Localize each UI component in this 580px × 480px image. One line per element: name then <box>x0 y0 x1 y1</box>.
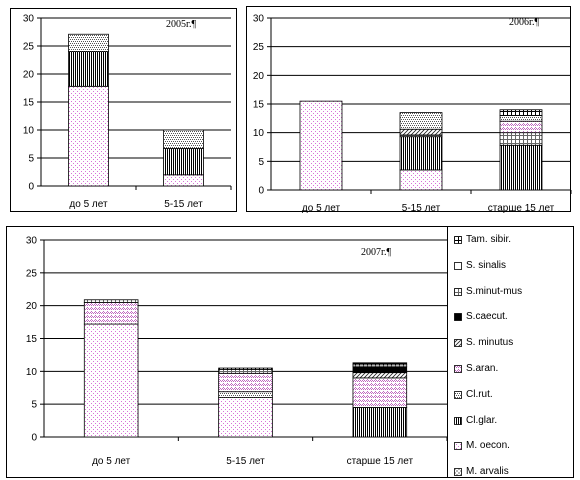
chart-2-bar-segment-s-minutus <box>352 372 408 379</box>
chart-2-bar-segment-m-oecon <box>218 397 273 438</box>
chart-2-bar-segment-s-aran <box>218 372 273 393</box>
chart-0-bar-segment-m-oecon <box>68 85 109 187</box>
chart-1-ytick-label: 25 <box>253 42 265 53</box>
legend-label: S.aran. <box>466 363 499 374</box>
legend-swatch <box>454 365 462 373</box>
chart-1-category-label: старше 15 лет <box>488 203 555 213</box>
legend-swatch <box>454 416 462 425</box>
chart-0-bar-segment-cl-glar <box>68 51 109 87</box>
chart-0-ytick-label: 25 <box>23 42 35 53</box>
chart-1-category-label: 5-15 лет <box>402 203 441 213</box>
chart-1-bar-segment-cl-glar <box>399 136 443 171</box>
chart-0-bar-segment-m-oecon <box>163 174 204 187</box>
chart-0-ytick-label: 15 <box>23 98 35 109</box>
chart-legend: Tam. sibir. S. sinalis S.minut-mus S.caecut… <box>447 226 575 478</box>
legend-label: S.caecut. <box>466 311 508 323</box>
chart-2-bar-segment-s-minut-mus <box>83 299 139 303</box>
chart-1-ytick-label: 20 <box>253 71 265 82</box>
chart-1-bar-segment-tam-sibir <box>499 109 543 116</box>
legend-swatch <box>454 287 462 296</box>
chart-panel-2007: 0 5 10 15 20 25 30 до 5 лет 5-15 лет старше 15 ле… <box>6 226 574 478</box>
chart-1-bar-segment-cl-rut <box>499 115 543 122</box>
chart-0-bar-segment-cl-rut <box>68 33 109 53</box>
legend-label: S. sinalis <box>466 259 507 271</box>
chart-2-ytick-label: 15 <box>26 334 38 345</box>
chart-1-bar-segment-m-oecon <box>399 169 443 191</box>
chart-0-category-label: до 5 лет <box>69 199 108 210</box>
chart-0-ytick-label: 0 <box>28 182 34 193</box>
chart-2-bar-segment-s-caecut <box>352 366 408 374</box>
legend-swatch <box>454 236 462 244</box>
legend-label: S.minut-mus <box>466 285 523 297</box>
chart-1-bar-segment-m-oecon <box>299 100 343 191</box>
legend-label: Cl.rut. <box>466 388 493 400</box>
chart-1-ytick-label: 30 <box>253 14 265 25</box>
chart-2-bar-segment-s-aran <box>83 301 139 325</box>
chart-1-ytick-label: 15 <box>253 100 265 111</box>
chart-1-bar-segment-cl-rut <box>399 112 443 130</box>
legend-swatch <box>454 442 462 451</box>
legend-label: Tam. sibir. <box>466 234 512 245</box>
chart-2006: 0 5 10 15 20 25 30 до 5 лет 5-15 лет старше 15 ле… <box>253 14 572 213</box>
chart-2-bar-segment-tam-sibir <box>352 362 408 366</box>
chart-2-category-label: 5-15 лет <box>226 456 265 467</box>
chart-1-bar-segment-s-minut-mus <box>499 132 543 146</box>
chart-2-ytick-label: 25 <box>26 268 38 279</box>
chart-2-bar-segment-s-minut-mus <box>218 368 273 374</box>
chart-2-category-label: до 5 лет <box>92 456 131 467</box>
chart-2-bar-segment-cl-rut <box>218 391 273 399</box>
chart-2-category-label: старше 15 лет <box>347 456 414 467</box>
legend-swatch <box>454 390 462 399</box>
chart-0-ytick-label: 20 <box>23 70 35 81</box>
legend-swatch <box>454 339 462 348</box>
chart-2-ytick-label: 30 <box>26 236 38 247</box>
legend-swatch <box>454 468 462 477</box>
chart-0-category-label: 5-15 лет <box>164 199 203 210</box>
chart-0-bar-segment-cl-rut <box>163 129 204 149</box>
chart-2-ytick-label: 5 <box>31 400 37 411</box>
chart-panel-2005: 0 5 10 15 20 25 30 до 5 лет 5-15 лет 2005г.¶ <box>10 8 237 212</box>
chart-title-2005: 2005г.¶ <box>166 19 197 30</box>
chart-1-bar-segment-s-aran <box>499 120 543 134</box>
legend-swatch <box>454 313 462 322</box>
chart-2-ytick-label: 0 <box>31 433 37 444</box>
chart-0-ytick-label: 5 <box>28 154 34 165</box>
chart-2005: 0 5 10 15 20 25 30 до 5 лет 5-15 лет <box>23 14 232 210</box>
chart-0-ytick-label: 10 <box>23 126 35 137</box>
chart-1-category-label: до 5 лет <box>302 203 341 213</box>
chart-1-bar-segment-cl-glar <box>499 144 543 191</box>
chart-title-2007: 2007г.¶ <box>361 247 392 258</box>
chart-0-ytick-label: 30 <box>23 14 35 25</box>
chart-1-ytick-label: 0 <box>258 186 264 197</box>
chart-2-bar-segment-tam-sibir <box>218 367 273 370</box>
legend-label: S. minutus <box>466 337 514 349</box>
chart-2-ytick-label: 10 <box>26 367 38 378</box>
chart-1-ytick-label: 10 <box>253 128 265 139</box>
legend-label: M. oecon. <box>466 440 510 452</box>
chart-2-bar-segment-m-oecon <box>83 323 139 438</box>
chart-panel-2006: 0 5 10 15 20 25 30 до 5 лет 5-15 лет старше 15 ле… <box>246 6 572 213</box>
chart-2-ytick-label: 20 <box>26 301 38 312</box>
chart-title-2006: 2006г.¶ <box>509 17 540 28</box>
chart-1-bar-segment-s-minutus <box>399 128 443 136</box>
chart-2-bar-segment-cl-glar <box>352 407 408 438</box>
chart-1-ytick-label: 5 <box>258 157 264 168</box>
chart-2007: 0 5 10 15 20 25 30 до 5 лет 5-15 лет старше 15 ле… <box>26 236 447 467</box>
legend-label: M. arvalis <box>466 466 509 478</box>
chart-0-bar-segment-cl-glar <box>163 148 204 176</box>
chart-2-bar-segment-s-aran <box>352 377 408 408</box>
legend-swatch <box>454 261 462 270</box>
legend-label: Cl.glar. <box>466 414 498 426</box>
